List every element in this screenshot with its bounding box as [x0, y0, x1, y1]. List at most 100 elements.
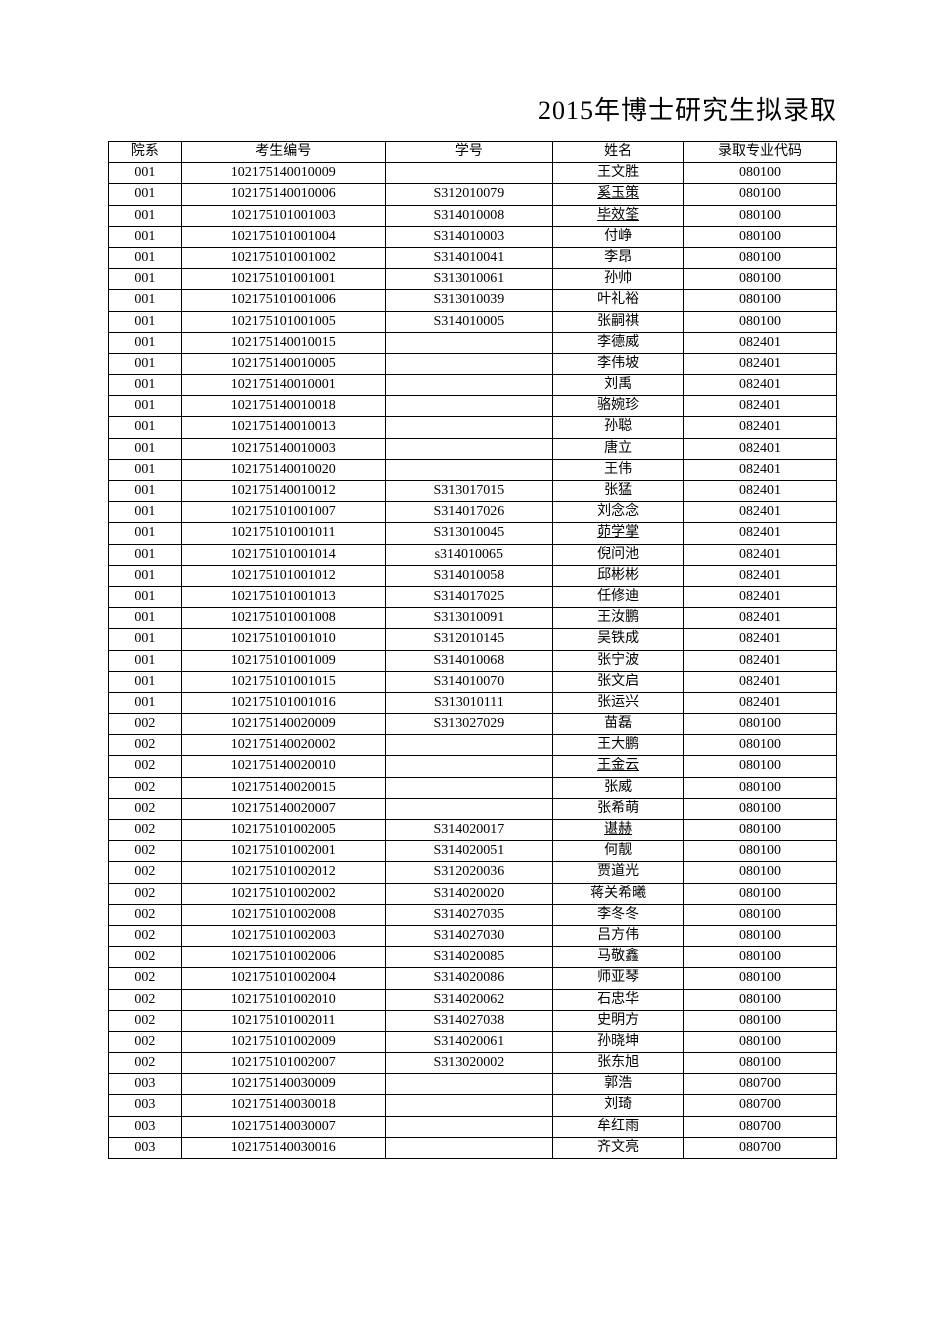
cell-dept: 002 — [109, 1010, 182, 1031]
cell-examid: 102175101001016 — [181, 692, 385, 713]
cell-studentid: S314010070 — [385, 671, 552, 692]
cell-dept: 002 — [109, 883, 182, 904]
table-row: 001102175101001013S314017025任修迪082401 — [109, 586, 837, 607]
cell-major: 082401 — [684, 586, 837, 607]
cell-major: 080700 — [684, 1137, 837, 1158]
cell-studentid: S314020061 — [385, 1031, 552, 1052]
cell-examid: 102175140010018 — [181, 396, 385, 417]
cell-studentid: S314010008 — [385, 205, 552, 226]
table-row: 001102175140010020王伟082401 — [109, 459, 837, 480]
admission-table: 院系 考生编号 学号 姓名 录取专业代码 001102175140010009王… — [108, 141, 837, 1159]
cell-dept: 002 — [109, 1053, 182, 1074]
cell-major: 080100 — [684, 798, 837, 819]
cell-major: 080100 — [684, 989, 837, 1010]
table-row: 001102175140010009王文胜080100 — [109, 163, 837, 184]
cell-examid: 102175101002002 — [181, 883, 385, 904]
cell-major: 080100 — [684, 777, 837, 798]
cell-dept: 002 — [109, 714, 182, 735]
table-row: 002102175140020007张希萌080100 — [109, 798, 837, 819]
cell-examid: 102175101002011 — [181, 1010, 385, 1031]
cell-examid: 102175140010001 — [181, 375, 385, 396]
cell-examid: 102175101001003 — [181, 205, 385, 226]
cell-studentid — [385, 163, 552, 184]
cell-examid: 102175101001002 — [181, 247, 385, 268]
cell-name: 史明方 — [553, 1010, 684, 1031]
cell-examid: 102175140010012 — [181, 481, 385, 502]
cell-major: 080100 — [684, 968, 837, 989]
cell-studentid — [385, 735, 552, 756]
cell-examid: 102175101002001 — [181, 841, 385, 862]
cell-examid: 102175140010005 — [181, 353, 385, 374]
table-row: 002102175140020015张威080100 — [109, 777, 837, 798]
cell-major: 080100 — [684, 925, 837, 946]
table-row: 001102175101001004S314010003付峥080100 — [109, 226, 837, 247]
table-row: 002102175101002003S314027030吕方伟080100 — [109, 925, 837, 946]
table-row: 001102175101001010S312010145吴铁成082401 — [109, 629, 837, 650]
cell-studentid: S314027035 — [385, 904, 552, 925]
cell-studentid — [385, 756, 552, 777]
cell-name: 谌赫 — [553, 820, 684, 841]
cell-studentid — [385, 777, 552, 798]
cell-major: 080100 — [684, 311, 837, 332]
cell-dept: 001 — [109, 163, 182, 184]
cell-studentid: S314020017 — [385, 820, 552, 841]
cell-dept: 001 — [109, 459, 182, 480]
cell-studentid: S314020085 — [385, 947, 552, 968]
table-row: 002102175140020002王大鹏080100 — [109, 735, 837, 756]
cell-name: 张文启 — [553, 671, 684, 692]
cell-major: 080100 — [684, 862, 837, 883]
cell-name: 唐立 — [553, 438, 684, 459]
table-row: 003102175140030009郭浩080700 — [109, 1074, 837, 1095]
cell-name: 齐文亮 — [553, 1137, 684, 1158]
table-row: 001102175101001014s314010065倪问池082401 — [109, 544, 837, 565]
cell-dept: 002 — [109, 968, 182, 989]
table-row: 001102175140010018骆婉珍082401 — [109, 396, 837, 417]
cell-examid: 102175101002005 — [181, 820, 385, 841]
cell-major: 082401 — [684, 629, 837, 650]
cell-studentid — [385, 417, 552, 438]
cell-name: 孙聪 — [553, 417, 684, 438]
table-row: 001102175140010013孙聪082401 — [109, 417, 837, 438]
cell-studentid: S312020036 — [385, 862, 552, 883]
cell-dept: 001 — [109, 438, 182, 459]
cell-studentid: S314010058 — [385, 565, 552, 586]
cell-dept: 002 — [109, 862, 182, 883]
table-row: 002102175101002007S313020002张东旭080100 — [109, 1053, 837, 1074]
cell-examid: 102175140010013 — [181, 417, 385, 438]
cell-studentid: S314020051 — [385, 841, 552, 862]
cell-major: 080700 — [684, 1074, 837, 1095]
cell-name: 王汝鹏 — [553, 608, 684, 629]
cell-studentid: S313010061 — [385, 269, 552, 290]
cell-name: 张运兴 — [553, 692, 684, 713]
cell-name: 吕方伟 — [553, 925, 684, 946]
cell-examid: 102175101001004 — [181, 226, 385, 247]
cell-name: 张嗣祺 — [553, 311, 684, 332]
cell-studentid: S312010145 — [385, 629, 552, 650]
cell-major: 080100 — [684, 841, 837, 862]
cell-studentid — [385, 375, 552, 396]
cell-studentid: S313010091 — [385, 608, 552, 629]
cell-dept: 003 — [109, 1137, 182, 1158]
cell-examid: 102175140010009 — [181, 163, 385, 184]
cell-dept: 002 — [109, 1031, 182, 1052]
cell-examid: 102175140010003 — [181, 438, 385, 459]
cell-examid: 102175101002009 — [181, 1031, 385, 1052]
cell-name: 张东旭 — [553, 1053, 684, 1074]
table-row: 001102175101001015S314010070张文启082401 — [109, 671, 837, 692]
table-row: 001102175101001005S314010005张嗣祺080100 — [109, 311, 837, 332]
cell-major: 080100 — [684, 756, 837, 777]
cell-dept: 001 — [109, 417, 182, 438]
cell-dept: 002 — [109, 798, 182, 819]
table-row: 001102175101001011S313010045茆学掌082401 — [109, 523, 837, 544]
cell-dept: 001 — [109, 353, 182, 374]
table-row: 002102175101002002S314020020蒋关希曦080100 — [109, 883, 837, 904]
table-row: 003102175140030018刘琦080700 — [109, 1095, 837, 1116]
cell-examid: 102175140020002 — [181, 735, 385, 756]
table-row: 001102175101001012S314010058邱彬彬082401 — [109, 565, 837, 586]
cell-examid: 102175101001014 — [181, 544, 385, 565]
cell-name: 师亚琴 — [553, 968, 684, 989]
cell-major: 082401 — [684, 608, 837, 629]
col-header-studentid: 学号 — [385, 142, 552, 163]
cell-studentid: S313010045 — [385, 523, 552, 544]
cell-dept: 002 — [109, 904, 182, 925]
